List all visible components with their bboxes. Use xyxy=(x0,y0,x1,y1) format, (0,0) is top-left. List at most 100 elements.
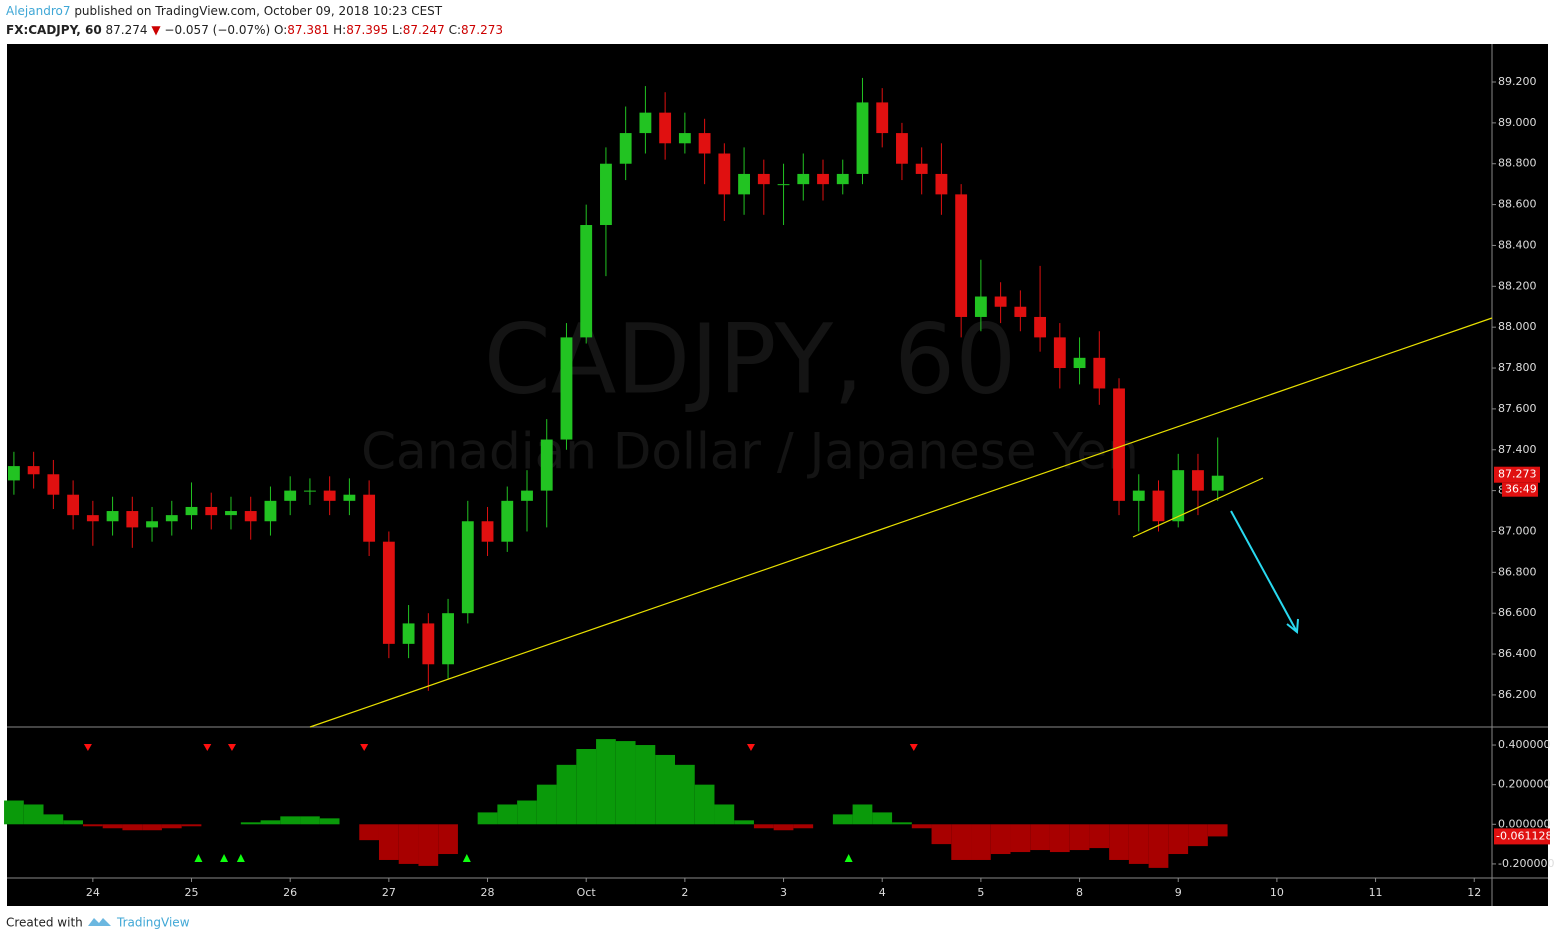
x-tick-label: Oct xyxy=(577,886,597,899)
histogram-bar xyxy=(1089,824,1110,849)
y-tick-label: 89.000 xyxy=(1498,116,1537,129)
x-tick-label: 3 xyxy=(780,886,787,899)
arrow xyxy=(1230,510,1298,633)
histogram-bar xyxy=(102,824,123,829)
histogram-bar xyxy=(438,824,458,855)
value-tag-bg xyxy=(1494,828,1550,845)
arrow-head xyxy=(1286,618,1299,634)
header-line-2: FX:CADJPY, 60 87.274 ▼ −0.057 (−0.07%) O… xyxy=(6,23,503,37)
histogram-bar xyxy=(82,824,103,827)
candle-body xyxy=(1132,490,1145,501)
l-value: 87.247 xyxy=(403,23,445,37)
histogram-bar xyxy=(971,824,991,860)
candle-body xyxy=(323,490,336,501)
h-value: 87.395 xyxy=(346,23,388,37)
candle-body xyxy=(225,511,237,516)
x-tick-label: 27 xyxy=(382,886,396,899)
y-tick-label: 0.400000 xyxy=(1498,738,1551,751)
histogram-bar xyxy=(1148,824,1169,868)
watermark: CADJPY, 60 xyxy=(484,303,1017,415)
y-tick-label: 0.000000 xyxy=(1498,817,1551,830)
y-tick-label: 87.600 xyxy=(1498,402,1537,415)
candle-body xyxy=(600,163,612,226)
y-tick-label: 88.200 xyxy=(1498,279,1537,292)
h-label: H: xyxy=(333,23,346,37)
buy-signal xyxy=(236,854,245,862)
histogram-bar xyxy=(753,824,774,829)
histogram-bar xyxy=(635,745,656,825)
histogram-bar xyxy=(793,824,814,829)
x-tick-label: 5 xyxy=(977,886,984,899)
candle-body xyxy=(876,102,889,134)
histogram-bar xyxy=(911,824,932,829)
candle-body xyxy=(659,112,672,144)
candle-body xyxy=(481,521,494,542)
candle-body xyxy=(856,102,869,174)
x-tick-label: 24 xyxy=(86,886,100,899)
candle-body xyxy=(165,515,178,522)
histogram-bar xyxy=(892,822,912,825)
histogram-bar xyxy=(734,820,754,825)
y-tick-label: -0.200000 xyxy=(1498,857,1554,870)
candle-body xyxy=(1152,490,1165,522)
countdown-bg xyxy=(1502,482,1538,497)
countdown: 36:49 xyxy=(1505,483,1537,496)
histogram-bar xyxy=(1030,824,1050,851)
down-arrow: ▼ xyxy=(151,23,161,37)
chart-background xyxy=(7,44,1548,906)
c-label: C: xyxy=(449,23,461,37)
candle-body xyxy=(146,521,158,528)
candle-body xyxy=(1093,357,1106,389)
candle-body xyxy=(817,173,829,185)
candle-body xyxy=(896,133,908,164)
o-value: 87.381 xyxy=(287,23,329,37)
y-tick-label: 86.800 xyxy=(1498,565,1537,578)
histogram-bar xyxy=(872,812,893,825)
histogram-bar xyxy=(1049,824,1070,853)
x-tick-label: 11 xyxy=(1369,886,1383,899)
buy-signal xyxy=(220,854,229,862)
symbol: FX:CADJPY, 60 xyxy=(6,23,102,37)
y-tick-label: 86.400 xyxy=(1498,647,1537,660)
histogram-bar xyxy=(260,820,281,825)
sell-signal xyxy=(360,744,369,751)
y-tick-label: 87.000 xyxy=(1498,524,1537,537)
candle-body xyxy=(47,474,60,495)
candle-body xyxy=(639,112,652,134)
buy-signal xyxy=(194,854,203,862)
candle-body xyxy=(7,466,20,481)
footer-logo xyxy=(88,918,111,926)
histogram-bar xyxy=(576,748,597,825)
histogram-bar xyxy=(951,824,972,860)
c-value: 87.273 xyxy=(461,23,503,37)
histogram-bar xyxy=(773,824,794,831)
footer-created: Created with xyxy=(6,916,83,930)
histogram-bar xyxy=(418,824,439,866)
candle-body xyxy=(580,225,593,338)
candle-body xyxy=(86,515,99,522)
candle-body xyxy=(126,511,139,528)
histogram-bar xyxy=(477,812,498,825)
histogram-bar xyxy=(832,814,853,825)
x-tick-label: 28 xyxy=(481,886,495,899)
candle-body xyxy=(718,153,731,195)
candle-body xyxy=(501,500,514,542)
histogram-bar xyxy=(536,784,557,825)
trendline-short xyxy=(1132,477,1264,538)
y-tick-label: 88.800 xyxy=(1498,157,1537,170)
buy-signal xyxy=(844,854,853,862)
candle-body xyxy=(1014,306,1027,317)
candle-body xyxy=(1034,316,1047,338)
y-tick-label: 86.600 xyxy=(1498,606,1537,619)
price-tag-bg xyxy=(1494,466,1540,483)
watermark-subtitle: Canadian Dollar / Japanese Yen xyxy=(361,423,1139,481)
histogram-bar xyxy=(280,816,301,825)
candle-body xyxy=(382,541,395,644)
histogram-bar xyxy=(655,754,676,825)
histogram-bar xyxy=(4,800,24,825)
candle-body xyxy=(777,184,790,186)
histogram-bar xyxy=(122,824,143,831)
candle-body xyxy=(284,490,297,501)
